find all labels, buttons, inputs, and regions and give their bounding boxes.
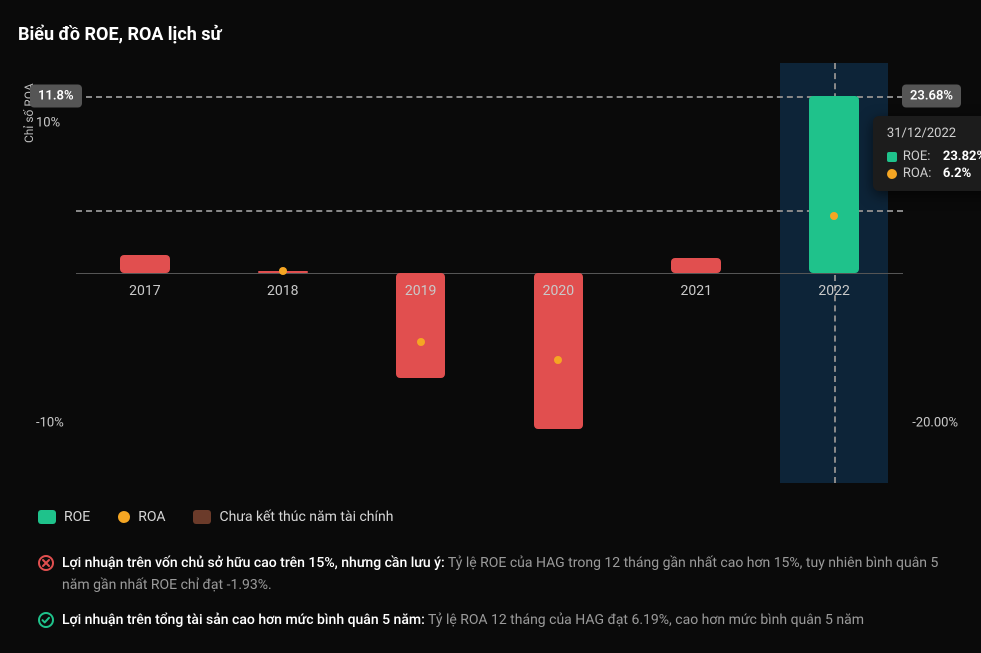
x-tick-label: 2019 bbox=[405, 283, 436, 299]
x-tick-label: 2017 bbox=[129, 283, 160, 299]
tooltip-swatch bbox=[887, 169, 897, 179]
y-tick-right-label: -20.00% bbox=[912, 416, 958, 431]
tooltip-row: ROA: 6.2% bbox=[887, 166, 981, 181]
chart-title: Biểu đồ ROE, ROA lịch sử bbox=[18, 24, 963, 45]
x-tick-label: 2020 bbox=[543, 283, 574, 299]
analysis-notes: Lợi nhuận trên vốn chủ sở hữu cao trên 1… bbox=[38, 553, 943, 632]
analysis-note: Lợi nhuận trên vốn chủ sở hữu cao trên 1… bbox=[38, 553, 943, 596]
legend-item[interactable]: Chưa kết thúc năm tài chính bbox=[193, 509, 393, 525]
legend-item[interactable]: ROE bbox=[38, 509, 90, 525]
tooltip-label: ROE: bbox=[903, 149, 937, 164]
roa-point[interactable] bbox=[279, 267, 287, 275]
x-circle-icon bbox=[38, 555, 54, 571]
x-tick-label: 2022 bbox=[818, 283, 849, 299]
chart-tooltip: 31/12/2022 ROE: 23.82% ROA: 6.2% bbox=[873, 116, 981, 191]
note-rest: Tỷ lệ ROA 12 tháng của HAG đạt 6.19%, ca… bbox=[425, 612, 864, 628]
legend: ROE ROA Chưa kết thúc năm tài chính bbox=[38, 509, 963, 525]
roe-bar[interactable] bbox=[671, 258, 721, 273]
note-text: Lợi nhuận trên tổng tài sản cao hơn mức … bbox=[62, 610, 864, 632]
legend-label: Chưa kết thúc năm tài chính bbox=[219, 509, 393, 525]
reference-line bbox=[76, 210, 903, 212]
analysis-note: Lợi nhuận trên tổng tài sản cao hơn mức … bbox=[38, 610, 943, 632]
roa-point[interactable] bbox=[830, 212, 838, 220]
legend-swatch bbox=[118, 511, 130, 523]
value-badge-right: 23.68% bbox=[902, 85, 961, 108]
chart-area: Chỉ số ROA 10%-10%-20.00%11.8%23.68%2017… bbox=[28, 63, 963, 483]
roe-bar[interactable] bbox=[809, 96, 859, 273]
chart-panel: Biểu đồ ROE, ROA lịch sử Chỉ số ROA 10%-… bbox=[0, 0, 981, 653]
tooltip-value: 6.2% bbox=[943, 166, 971, 181]
roa-point[interactable] bbox=[417, 338, 425, 346]
legend-item[interactable]: ROA bbox=[118, 509, 165, 525]
tooltip-row: ROE: 23.82% bbox=[887, 149, 981, 164]
x-tick-label: 2018 bbox=[267, 283, 298, 299]
legend-label: ROE bbox=[64, 509, 90, 525]
tooltip-swatch bbox=[887, 152, 897, 162]
legend-swatch bbox=[193, 510, 211, 524]
y-tick-label: 10% bbox=[36, 116, 60, 131]
roa-point[interactable] bbox=[554, 356, 562, 364]
legend-swatch bbox=[38, 510, 56, 524]
tooltip-date: 31/12/2022 bbox=[887, 126, 981, 141]
note-bold: Lợi nhuận trên tổng tài sản cao hơn mức … bbox=[62, 612, 425, 628]
reference-line bbox=[76, 96, 903, 98]
note-bold: Lợi nhuận trên vốn chủ sở hữu cao trên 1… bbox=[62, 555, 445, 571]
note-text: Lợi nhuận trên vốn chủ sở hữu cao trên 1… bbox=[62, 553, 943, 596]
tooltip-label: ROA: bbox=[903, 166, 937, 181]
plot-area[interactable]: 10%-10%-20.00%11.8%23.68%201720182019202… bbox=[76, 63, 903, 483]
zero-axis bbox=[76, 273, 903, 274]
legend-label: ROA bbox=[138, 509, 165, 525]
value-badge-left: 11.8% bbox=[30, 85, 82, 108]
roe-bar[interactable] bbox=[120, 255, 170, 273]
x-tick-label: 2021 bbox=[681, 283, 712, 299]
y-tick-label: -10% bbox=[36, 416, 64, 431]
tooltip-value: 23.82% bbox=[943, 149, 981, 164]
check-circle-icon bbox=[38, 612, 54, 628]
